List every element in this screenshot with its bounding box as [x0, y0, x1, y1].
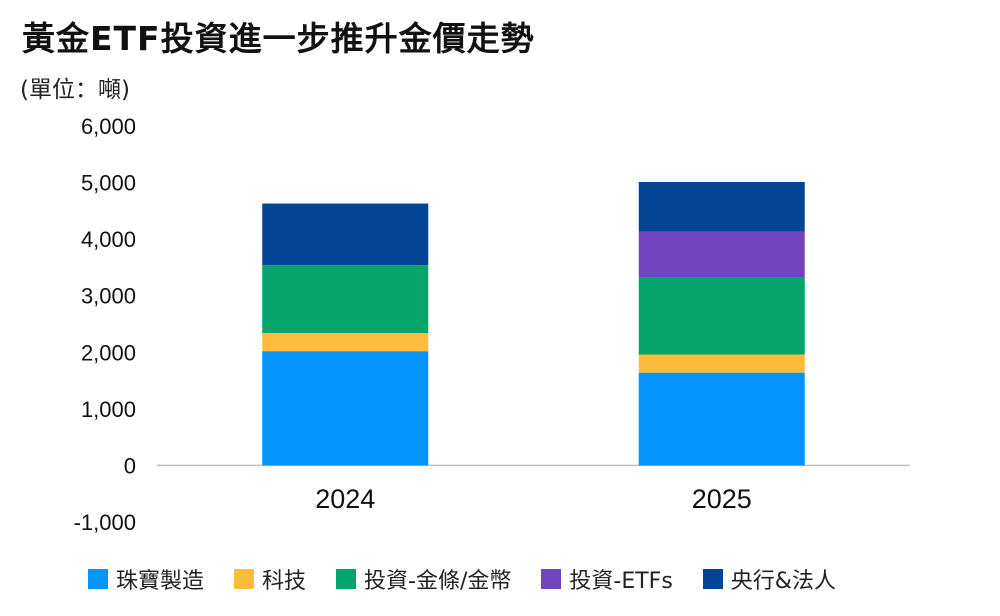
legend-label: 科技 — [262, 569, 307, 594]
chart-title: 黃金ETF投資進一步推升金價走勢 — [22, 19, 535, 58]
bar-segment — [262, 333, 429, 352]
x-category-label: 2025 — [692, 484, 752, 514]
legend-item: 投資-金條/金幣 — [336, 563, 511, 595]
y-tick-label: 1,000 — [81, 397, 136, 422]
legend-item: 投資-ETFs — [541, 563, 673, 595]
y-axis-ticks: -1,000 0 1,000 2,000 3,000 4,000 5,000 6,000 — [74, 114, 136, 535]
y-tick-label: 3,000 — [81, 284, 136, 309]
x-category-label: 2024 — [315, 484, 375, 514]
legend: 珠寶製造 科技 投資-金條/金幣 投資-ETFs 央行&法人 — [88, 562, 836, 596]
legend-swatch — [541, 569, 562, 589]
y-tick-label: 5,000 — [81, 171, 136, 196]
y-tick-label: 0 — [124, 453, 136, 478]
bar-segment — [638, 277, 805, 355]
legend-swatch — [234, 569, 255, 589]
legend-label: 投資-ETFs — [569, 569, 673, 594]
legend-label: 投資-金條/金幣 — [364, 569, 512, 594]
bar-segment — [262, 203, 429, 266]
legend-swatch — [88, 569, 108, 589]
bar-segment — [262, 265, 429, 334]
bar-segment — [638, 182, 805, 232]
legend-swatch — [702, 569, 723, 589]
unit-label: (單位：噸) — [20, 77, 130, 103]
legend-item: 珠寶製造 — [88, 563, 204, 595]
legend-item: 科技 — [234, 563, 306, 595]
y-tick-label: -1,000 — [74, 510, 136, 535]
bar-segment — [262, 351, 429, 466]
bar-segment — [638, 372, 805, 466]
legend-label: 珠寶製造 — [116, 569, 205, 594]
category-labels: 2024 2025 — [315, 484, 752, 514]
y-tick-label: 6,000 — [81, 114, 136, 139]
bar-segment — [638, 231, 805, 278]
y-tick-label: 2,000 — [81, 340, 136, 365]
legend-label: 央行&法人 — [730, 569, 836, 594]
legend-item: 央行&法人 — [702, 563, 836, 595]
y-tick-label: 4,000 — [81, 227, 136, 252]
bars — [262, 182, 805, 466]
legend-swatch — [336, 569, 357, 589]
bar-segment — [638, 354, 805, 373]
